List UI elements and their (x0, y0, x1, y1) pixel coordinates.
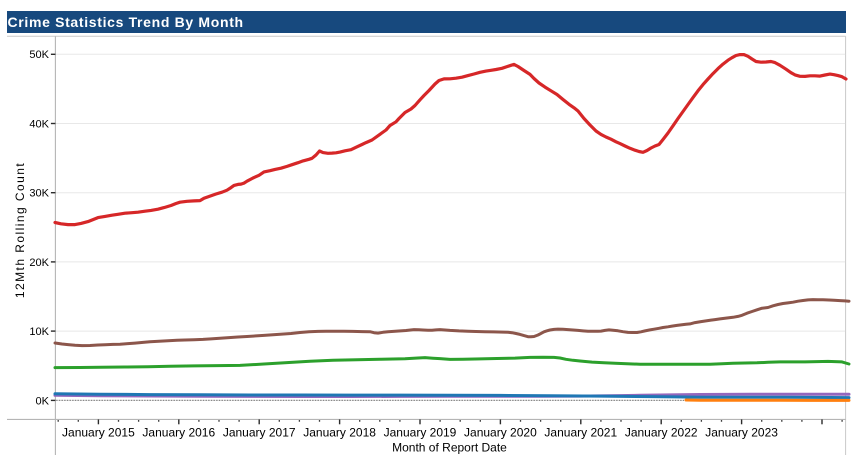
svg-text:January 2020: January 2020 (464, 426, 537, 440)
svg-text:January 2023: January 2023 (705, 426, 778, 440)
svg-text:January 2017: January 2017 (223, 426, 296, 440)
svg-text:40K: 40K (29, 118, 49, 130)
svg-text:12Mth Rolling Count: 12Mth Rolling Count (13, 162, 27, 298)
svg-text:January 2022: January 2022 (625, 426, 698, 440)
svg-text:0K: 0K (36, 395, 50, 407)
svg-text:20K: 20K (29, 257, 49, 269)
svg-text:10K: 10K (29, 326, 49, 338)
svg-text:January 2019: January 2019 (384, 426, 457, 440)
svg-text:Month of Report Date: Month of Report Date (392, 440, 507, 454)
svg-text:January 2016: January 2016 (142, 426, 215, 440)
svg-text:January 2015: January 2015 (62, 426, 135, 440)
svg-text:30K: 30K (29, 188, 49, 200)
svg-text:50K: 50K (29, 49, 49, 61)
svg-text:January 2018: January 2018 (303, 426, 376, 440)
svg-text:January 2021: January 2021 (544, 426, 617, 440)
